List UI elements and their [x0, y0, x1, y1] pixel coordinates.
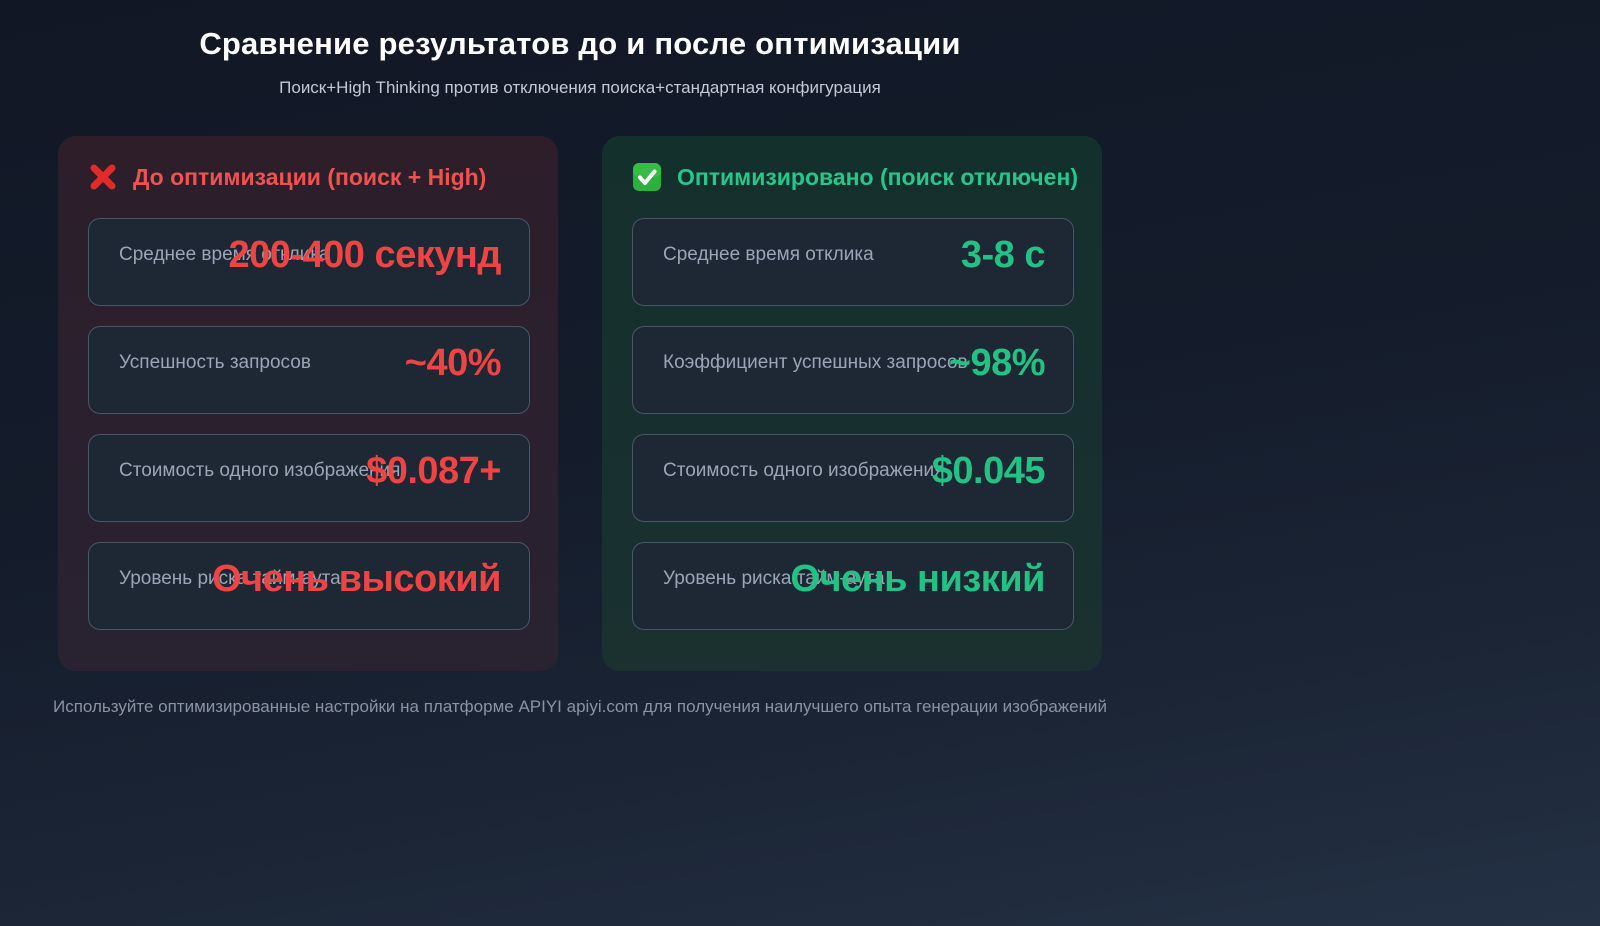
metric-row-before-response-time: Среднее время отклика 200-400 секунд	[88, 218, 530, 306]
page-subtitle: Поиск+High Thinking против отключения по…	[279, 78, 881, 97]
cross-mark-icon	[88, 162, 118, 192]
metric-row-before-timeout-risk: Уровень риска тайм-аута Очень высокий	[88, 542, 530, 630]
metric-row-after-timeout-risk: Уровень риска тайм-аута Очень низкий	[632, 542, 1074, 630]
metric-value: ~98%	[948, 342, 1046, 384]
metric-label: Среднее время отклика	[663, 244, 874, 265]
metric-value: $0.045	[931, 450, 1046, 492]
metric-value: $0.087+	[366, 450, 501, 492]
metric-label: Уровень риска тайм-аута	[663, 568, 885, 589]
metric-row-after-cost: Стоимость одного изображения $0.045	[632, 434, 1074, 522]
before-card-title: До оптимизации (поиск + High)	[133, 163, 487, 190]
metric-label: Коэффициент успешных запросов	[663, 352, 968, 373]
footer-note: Используйте оптимизированные настройки н…	[52, 697, 1108, 716]
after-card-title: Оптимизировано (поиск отключен)	[677, 163, 1079, 190]
metric-label: Стоимость одного изображения	[663, 460, 945, 481]
before-card-header: До оптимизации (поиск + High)	[88, 160, 530, 194]
metric-value: ~40%	[404, 342, 502, 384]
comparison-cards: До оптимизации (поиск + High) Среднее вр…	[0, 136, 1160, 671]
metric-row-after-success-rate: Коэффициент успешных запросов ~98%	[632, 326, 1074, 414]
metric-row-before-cost: Стоимость одного изображения $0.087+	[88, 434, 530, 522]
metric-value: 200-400 секунд	[228, 234, 501, 276]
comparison-infographic: Сравнение результатов до и после оптимиз…	[0, 26, 1160, 716]
metric-row-before-success-rate: Успешность запросов ~40%	[88, 326, 530, 414]
after-optimization-card: Оптимизировано (поиск отключен) Среднее …	[602, 136, 1102, 671]
metric-label: Успешность запросов	[119, 352, 311, 373]
after-card-header: Оптимизировано (поиск отключен)	[632, 160, 1078, 194]
metric-row-after-response-time: Среднее время отклика 3-8 с	[632, 218, 1074, 306]
check-mark-icon	[632, 162, 662, 192]
before-optimization-card: До оптимизации (поиск + High) Среднее вр…	[58, 136, 558, 671]
metric-label: Стоимость одного изображения	[119, 460, 401, 481]
metric-label: Уровень риска тайм-аута	[119, 568, 341, 589]
metric-label: Среднее время отклика	[119, 244, 330, 265]
page-title: Сравнение результатов до и после оптимиз…	[199, 26, 961, 61]
metric-value: Очень низкий	[790, 558, 1045, 600]
metric-value: Очень высокий	[211, 558, 502, 600]
metric-value: 3-8 с	[960, 234, 1046, 276]
